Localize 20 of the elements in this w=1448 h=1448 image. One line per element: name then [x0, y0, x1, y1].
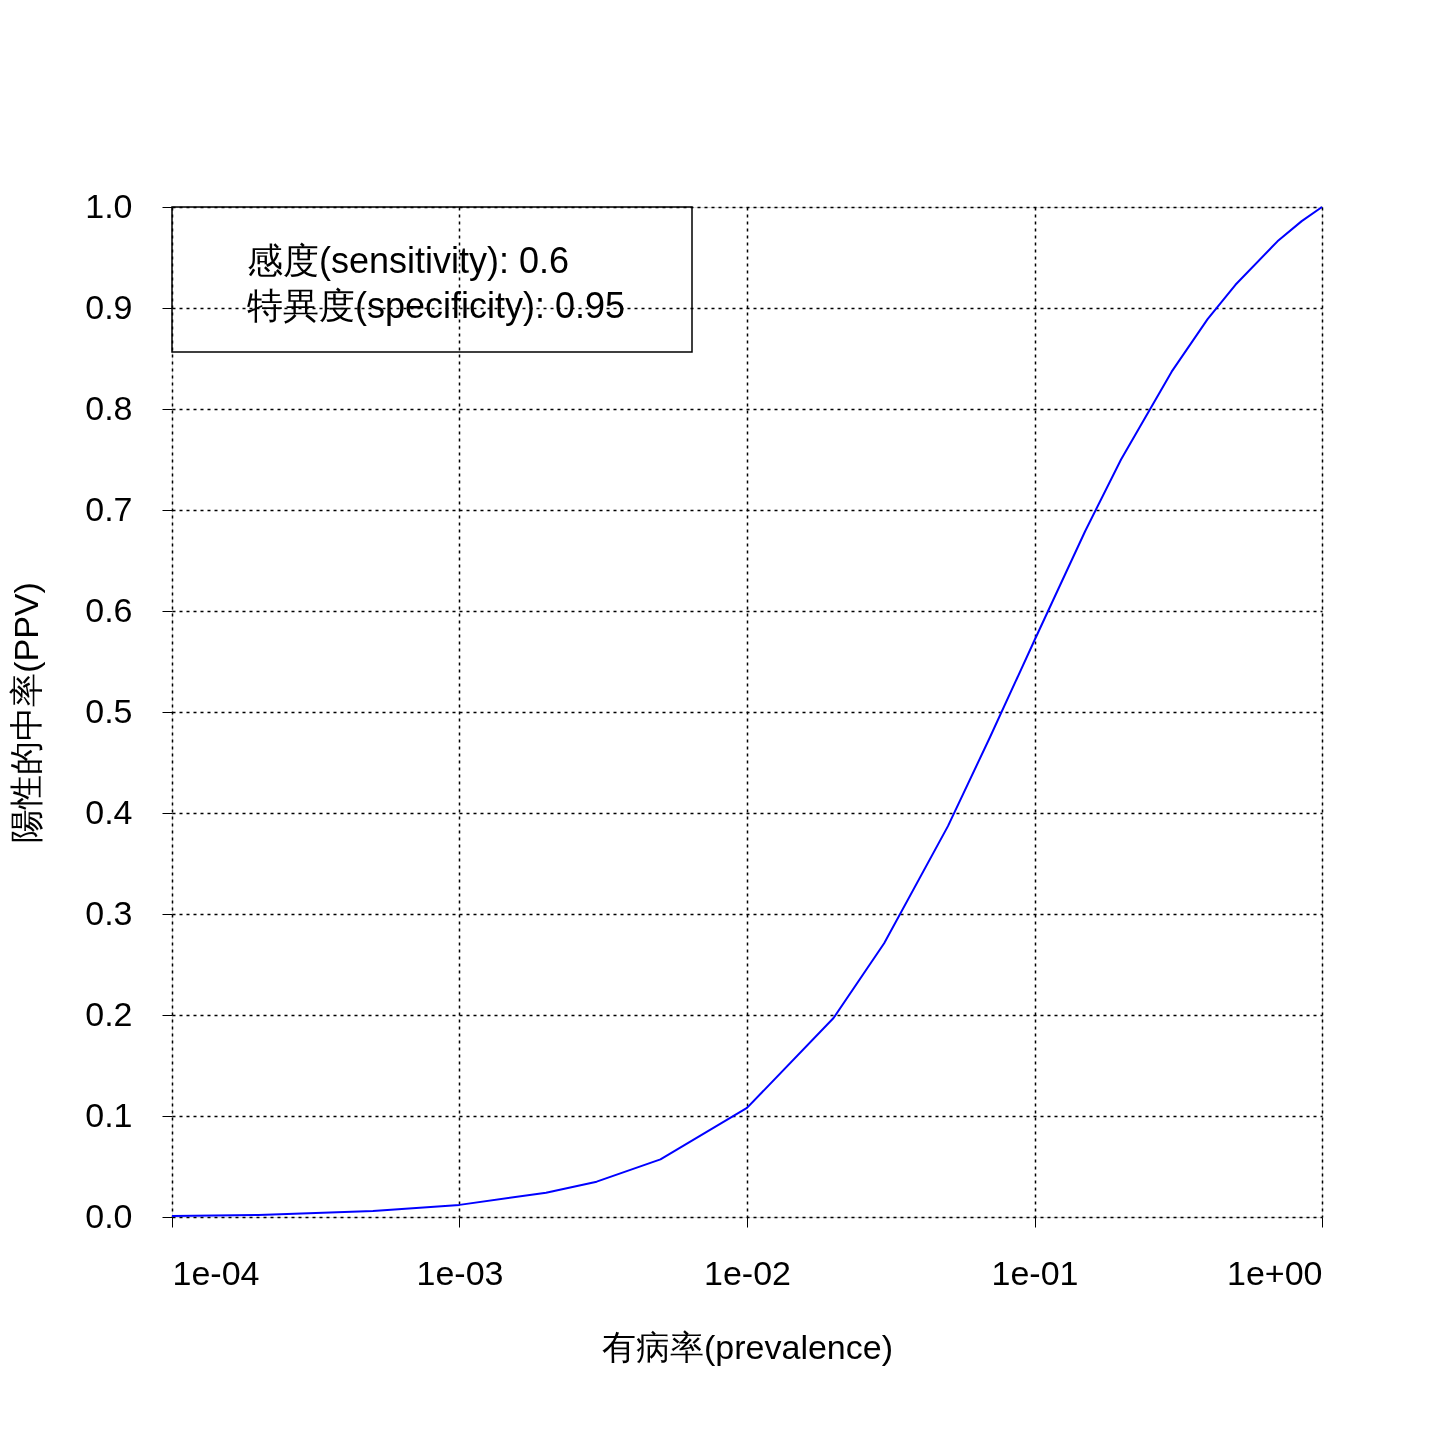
y-tick-label: 0.8 — [85, 388, 133, 427]
annotation: 特異度(specificity): 0.95 — [247, 285, 626, 326]
y-tick-label: 0.7 — [85, 489, 133, 528]
x-tick-label: 1e-03 — [416, 1253, 504, 1292]
x-tick-label: 1e-04 — [172, 1253, 260, 1292]
y-tick-label: 0.5 — [85, 691, 133, 730]
y-tick-label: 0.6 — [85, 590, 133, 629]
y-tick-label: 0.1 — [85, 1095, 133, 1134]
annotation: 感度(sensitivity): 0.6 — [247, 240, 570, 281]
y-tick-label: 0.3 — [85, 893, 133, 932]
y-tick-label: 0.0 — [85, 1196, 133, 1235]
x-tick-label: 1e-02 — [704, 1253, 791, 1292]
y-tick-label: 0.9 — [85, 287, 133, 326]
y-tick-label: 0.2 — [85, 994, 133, 1033]
y-tick-label: 0.4 — [85, 792, 133, 831]
x-tick-label: 1e-01 — [991, 1253, 1079, 1292]
y-axis-title: 陽性的中率(PPV) — [7, 582, 46, 843]
x-tick-label: 1e+00 — [1227, 1253, 1323, 1292]
x-axis-title: 有病率(prevalence) — [602, 1327, 893, 1366]
y-tick-label: 1.0 — [85, 186, 133, 225]
